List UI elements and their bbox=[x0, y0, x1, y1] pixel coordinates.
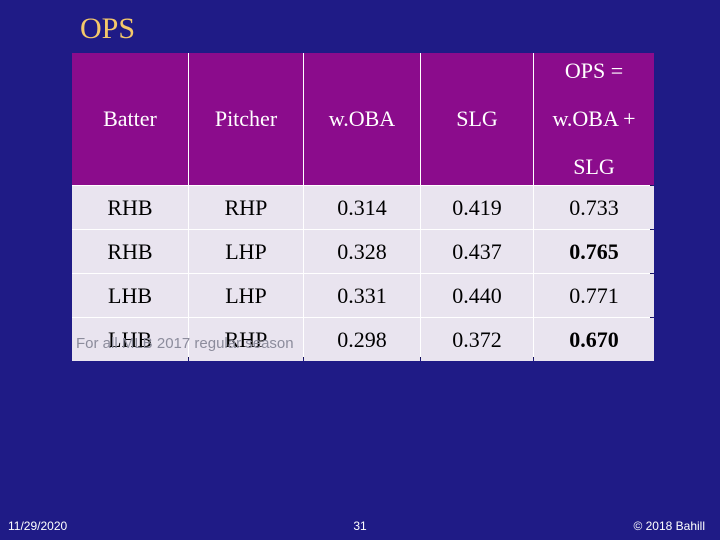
table-cell: LHP bbox=[189, 274, 303, 317]
page-number: 31 bbox=[353, 519, 367, 533]
table-cell: 0.440 bbox=[421, 274, 533, 317]
table-cell: 0.328 bbox=[304, 230, 420, 273]
copyright: © 2018 Bahill bbox=[633, 519, 705, 533]
header-cell: SLG bbox=[421, 53, 533, 185]
slide-title: OPS bbox=[80, 12, 136, 45]
table-cell: RHP bbox=[189, 186, 303, 229]
table: Batter Pitcher w.OBA SLG OPS = w.OBA + S… bbox=[72, 53, 654, 361]
header-cell: w.OBA bbox=[304, 53, 420, 185]
table-cell: 0.331 bbox=[304, 274, 420, 317]
header-cell: Batter bbox=[72, 53, 188, 185]
table-cell: 0.771 bbox=[534, 274, 654, 317]
table-cell: RHB bbox=[72, 230, 188, 273]
table-cell: 0.670 bbox=[534, 318, 654, 361]
table-cell: 0.314 bbox=[304, 186, 420, 229]
table-cell: 0.372 bbox=[421, 318, 533, 361]
footer-date: 11/29/2020 bbox=[8, 519, 68, 533]
note: For all MLB 2017 regular season bbox=[76, 335, 294, 352]
table-cell: RHB bbox=[72, 186, 188, 229]
table-cell: LHB bbox=[72, 318, 188, 361]
table-cell: 0.298 bbox=[304, 318, 420, 361]
header-cell: Pitcher bbox=[189, 53, 303, 185]
table-cell: 0.765 bbox=[534, 230, 654, 273]
table-cell: LHB bbox=[72, 274, 188, 317]
header-cell: OPS = w.OBA + SLG bbox=[534, 53, 654, 185]
table-cell: RHP bbox=[189, 318, 303, 361]
table-cell: 0.437 bbox=[421, 230, 533, 273]
table-cell: 0.419 bbox=[421, 186, 533, 229]
table-cell: LHP bbox=[189, 230, 303, 273]
table-cell: 0.733 bbox=[534, 186, 654, 229]
